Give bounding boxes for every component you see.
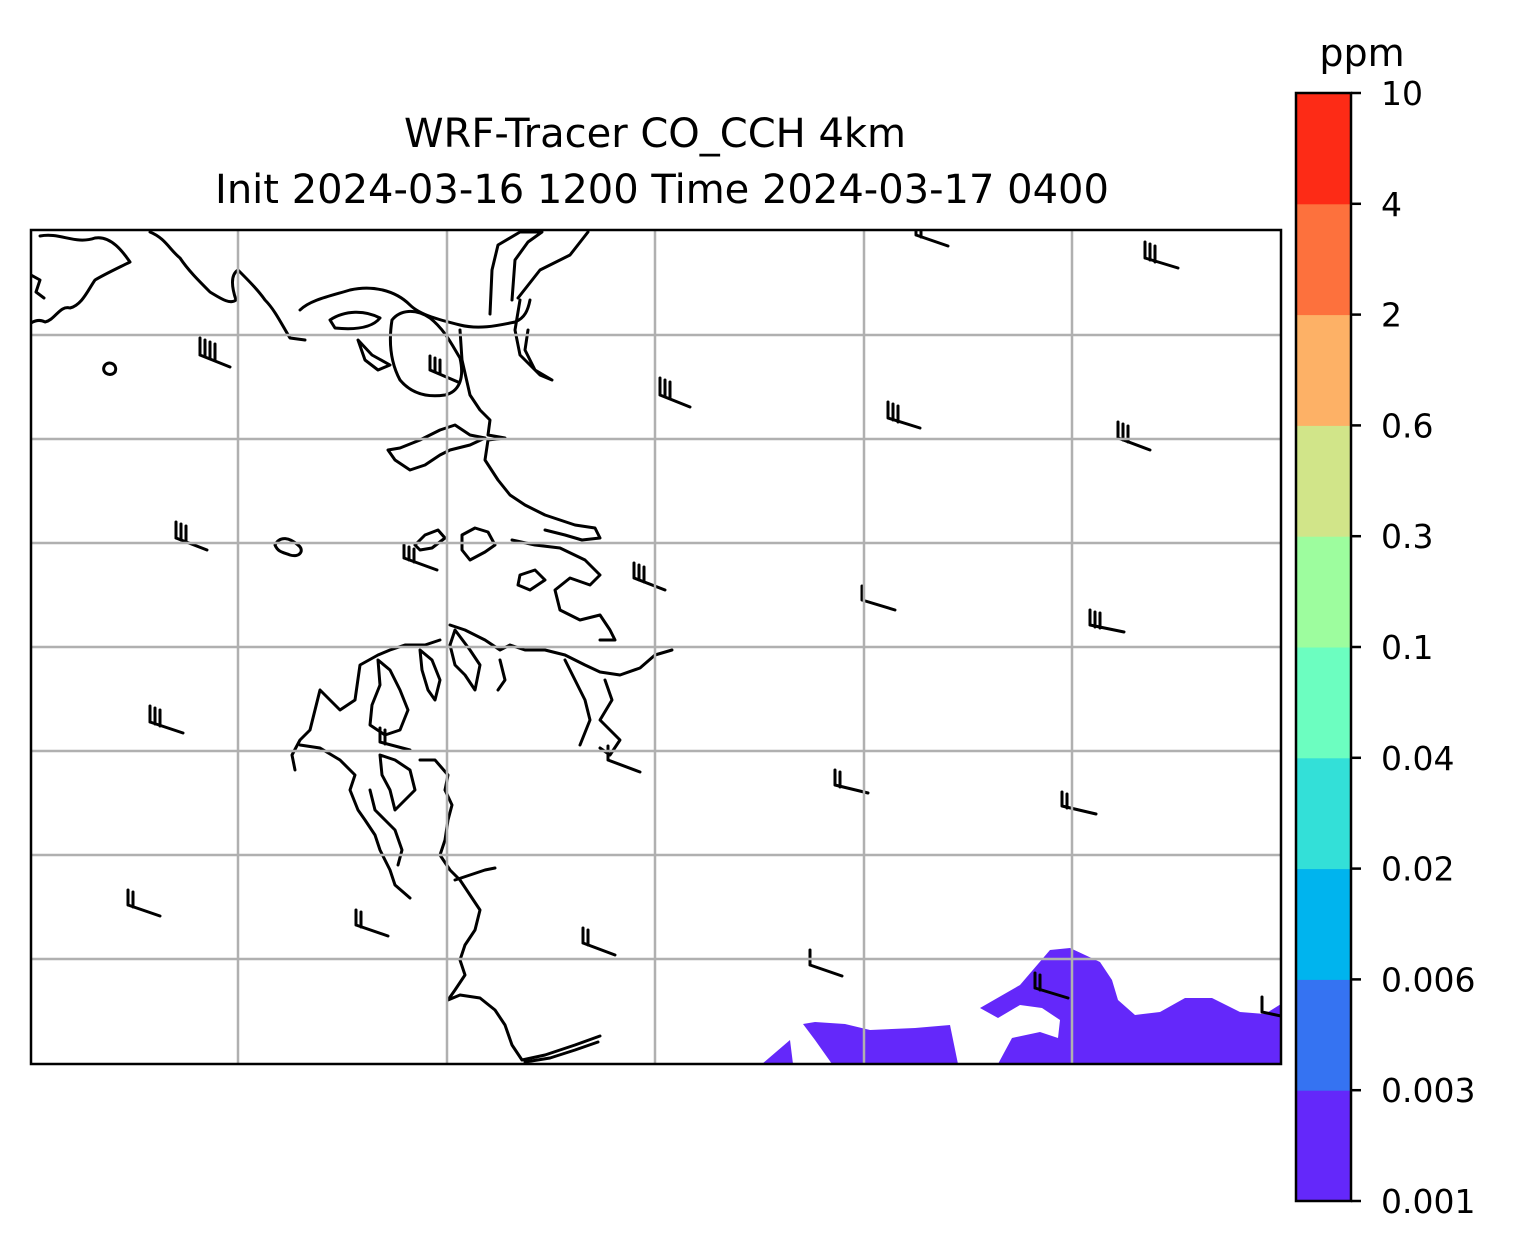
- map-frame: [29, 228, 1283, 1066]
- colorbar-band: [1296, 1090, 1351, 1202]
- colorbar-band: [1296, 425, 1351, 537]
- colorbar-band: [1296, 757, 1351, 870]
- colorbar-bands: [1296, 93, 1351, 1202]
- colorbar-band: [1296, 203, 1351, 316]
- map-gridlines: [31, 230, 1281, 1064]
- colorbar-tick-label: 10: [1381, 74, 1423, 113]
- colorbar-unit-label: ppm: [1319, 31, 1404, 75]
- colorbar-band: [1296, 979, 1351, 1091]
- colorbar-band: [1296, 868, 1351, 980]
- colorbar-tick-label: 0.003: [1381, 1071, 1475, 1110]
- colorbar-tick-label: 0.3: [1381, 517, 1433, 556]
- colorbar-tick-label: 0.04: [1381, 739, 1454, 778]
- coastlines: [31, 230, 674, 1064]
- title-line-1: WRF-Tracer CO_CCH 4km: [404, 111, 906, 157]
- colorbar-band: [1296, 93, 1351, 205]
- colorbar-band: [1296, 647, 1351, 759]
- colorbar-band: [1296, 536, 1351, 648]
- colorbar-ticks: 0.001 0.003 0.006 0.02 0.04 0.1 0.3 0.6 2 4 10: [1351, 74, 1475, 1221]
- tracer-fill-area: [762, 948, 1281, 1064]
- colorbar-tick-label: 0.1: [1381, 628, 1433, 667]
- colorbar-tick-label: 0.6: [1381, 406, 1433, 445]
- title-line-2: Init 2024-03-16 1200 Time 2024-03-17 040…: [215, 167, 1109, 213]
- colorbar-tick-label: 0.02: [1381, 850, 1454, 889]
- colorbar-band: [1296, 314, 1351, 426]
- colorbar-tick-label: 0.006: [1381, 960, 1475, 999]
- colorbar-tick-label: 2: [1381, 296, 1402, 335]
- colorbar-tick-label: 4: [1381, 185, 1402, 224]
- colorbar-tick-label: 0.001: [1381, 1182, 1475, 1221]
- map-panel: [29, 228, 1283, 1066]
- colorbar: ppm 0.001 0.003 0.006 0.02 0.04 0.1 0.3 0.6 2 4 10: [1294, 31, 1475, 1221]
